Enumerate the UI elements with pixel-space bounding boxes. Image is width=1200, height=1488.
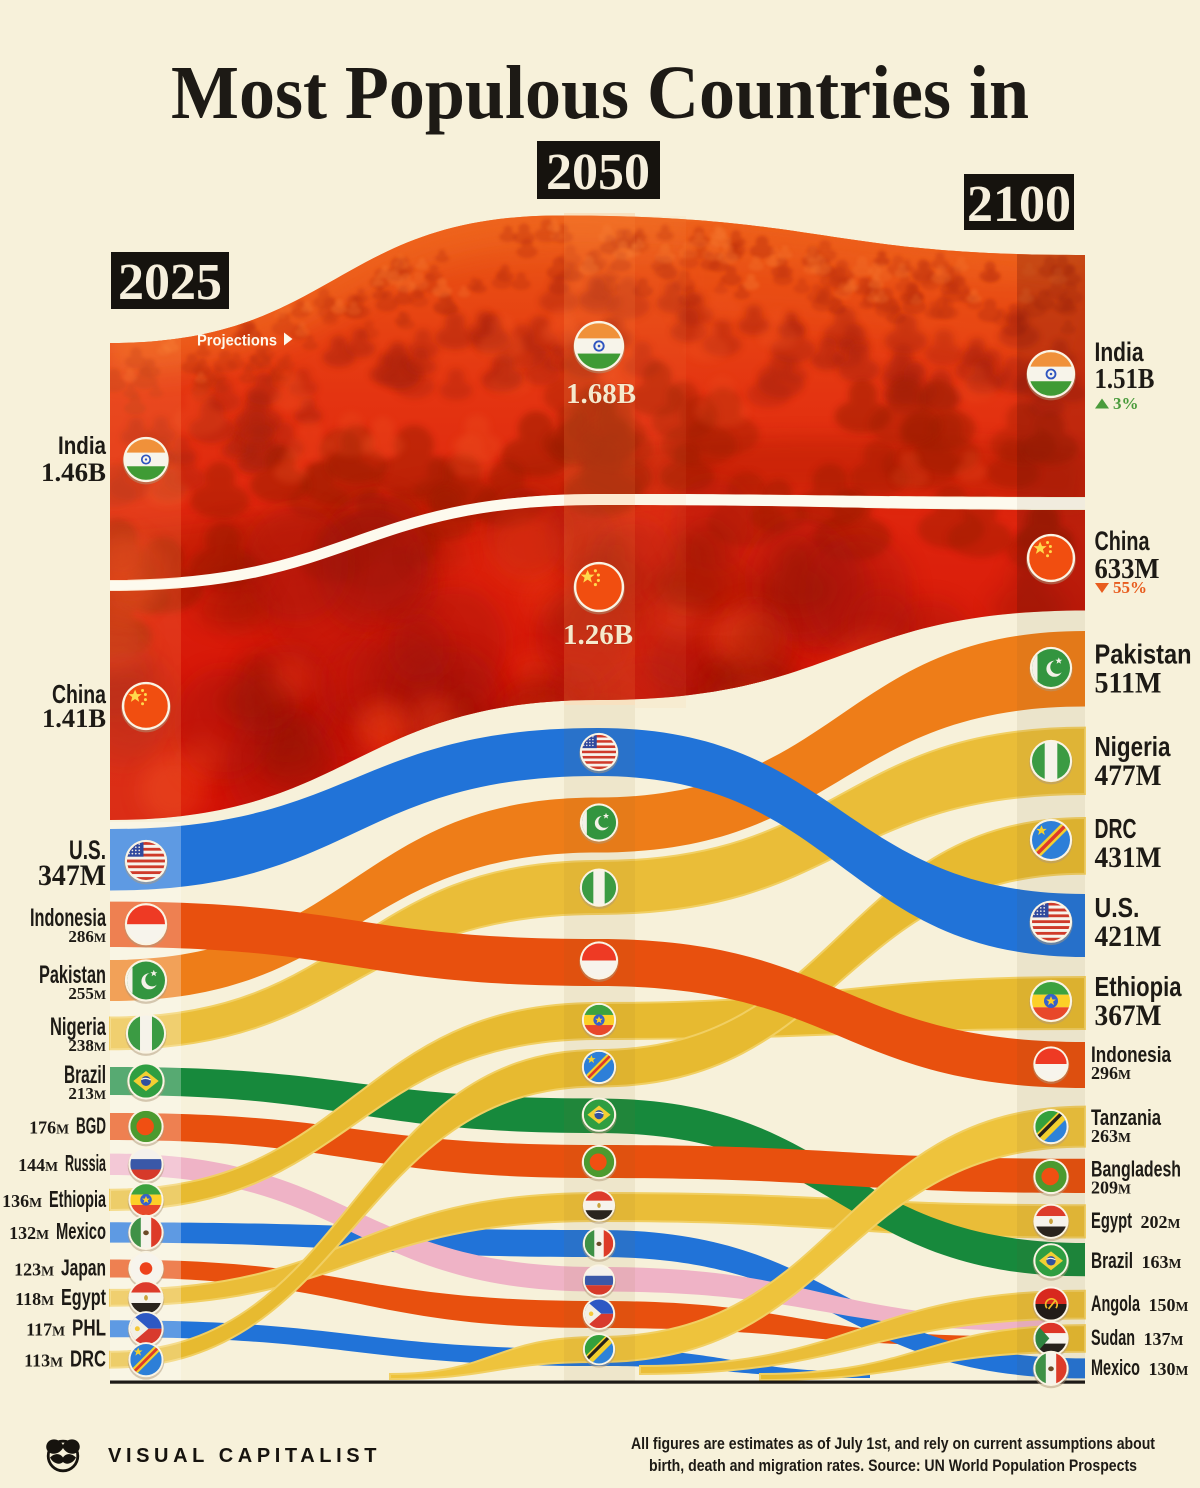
- svg-text:209M: 209M: [1091, 1178, 1131, 1198]
- svg-text:263M: 263M: [1091, 1126, 1131, 1146]
- svg-text:Projections: Projections: [197, 333, 277, 350]
- svg-text:202M: 202M: [1141, 1212, 1181, 1232]
- svg-text:Indonesia: Indonesia: [30, 904, 107, 932]
- svg-text:132M: 132M: [9, 1223, 49, 1243]
- svg-text:2025: 2025: [118, 254, 222, 311]
- svg-text:Angola: Angola: [1091, 1291, 1140, 1316]
- svg-text:137M: 137M: [1144, 1329, 1184, 1349]
- svg-text:U.S.: U.S.: [1095, 892, 1140, 923]
- svg-text:2100: 2100: [967, 176, 1071, 233]
- svg-text:Pakistan: Pakistan: [39, 961, 106, 989]
- svg-text:PHL: PHL: [72, 1315, 106, 1341]
- svg-text:296M: 296M: [1091, 1063, 1131, 1083]
- svg-text:2050: 2050: [546, 144, 650, 201]
- svg-text:255M: 255M: [68, 984, 106, 1003]
- svg-text:India: India: [1095, 337, 1145, 367]
- svg-text:Mexico: Mexico: [56, 1218, 106, 1244]
- svg-text:Most Populous Countries in: Most Populous Countries in: [171, 51, 1029, 135]
- svg-text:1.41B: 1.41B: [42, 704, 106, 733]
- svg-text:213M: 213M: [68, 1084, 106, 1103]
- svg-text:Pakistan: Pakistan: [1095, 639, 1192, 670]
- svg-text:Ethiopia: Ethiopia: [1095, 971, 1182, 1002]
- svg-text:1.46B: 1.46B: [41, 458, 106, 487]
- svg-text:421M: 421M: [1095, 920, 1162, 953]
- svg-text:All figures are estimates as o: All figures are estimates as of July 1st…: [631, 1434, 1155, 1453]
- svg-text:U.S.: U.S.: [69, 835, 106, 865]
- svg-text:117M: 117M: [26, 1320, 65, 1340]
- svg-text:347M: 347M: [38, 859, 106, 892]
- svg-text:Russia: Russia: [65, 1150, 106, 1176]
- svg-text:3%: 3%: [1113, 394, 1139, 413]
- svg-text:136M: 136M: [2, 1191, 42, 1211]
- svg-text:1.51B: 1.51B: [1095, 364, 1155, 395]
- svg-text:286M: 286M: [68, 927, 106, 946]
- svg-text:BGD: BGD: [76, 1113, 106, 1139]
- svg-text:Ethiopia: Ethiopia: [49, 1186, 106, 1212]
- svg-text:1.68B: 1.68B: [566, 378, 636, 410]
- svg-text:Bangladesh: Bangladesh: [1091, 1157, 1181, 1182]
- svg-text:431M: 431M: [1095, 841, 1162, 874]
- svg-text:Tanzania: Tanzania: [1091, 1105, 1162, 1130]
- svg-text:176M: 176M: [29, 1118, 69, 1138]
- svg-text:511M: 511M: [1095, 667, 1162, 700]
- svg-text:India: India: [58, 432, 107, 460]
- svg-text:144M: 144M: [18, 1155, 58, 1175]
- svg-text:Nigeria: Nigeria: [1095, 731, 1171, 762]
- svg-text:367M: 367M: [1095, 999, 1162, 1032]
- svg-text:Sudan: Sudan: [1091, 1325, 1135, 1350]
- svg-text:55%: 55%: [1113, 578, 1147, 597]
- svg-text:Japan: Japan: [61, 1255, 106, 1281]
- svg-text:China: China: [52, 679, 106, 709]
- svg-text:150M: 150M: [1149, 1295, 1189, 1315]
- svg-text:VISUAL CAPITALIST: VISUAL CAPITALIST: [108, 1445, 381, 1467]
- svg-text:130M: 130M: [1149, 1359, 1189, 1379]
- svg-text:DRC: DRC: [70, 1346, 106, 1372]
- svg-text:1.26B: 1.26B: [563, 619, 633, 651]
- svg-text:238M: 238M: [68, 1036, 106, 1055]
- svg-text:Mexico: Mexico: [1091, 1355, 1140, 1380]
- svg-text:113M: 113M: [24, 1351, 63, 1371]
- svg-text:Egypt: Egypt: [1091, 1208, 1132, 1233]
- svg-text:118M: 118M: [15, 1289, 54, 1309]
- svg-text:163M: 163M: [1142, 1252, 1182, 1272]
- svg-text:Brazil: Brazil: [1091, 1248, 1133, 1273]
- svg-text:Egypt: Egypt: [61, 1284, 106, 1310]
- svg-text:Nigeria: Nigeria: [50, 1013, 107, 1041]
- svg-text:China: China: [1095, 526, 1151, 556]
- svg-text:633M: 633M: [1095, 554, 1160, 585]
- svg-text:birth, death and migration rat: birth, death and migration rates. Source…: [649, 1456, 1137, 1475]
- svg-text:Brazil: Brazil: [64, 1061, 106, 1089]
- svg-text:DRC: DRC: [1095, 813, 1137, 844]
- svg-text:123M: 123M: [14, 1260, 54, 1280]
- svg-text:Indonesia: Indonesia: [1091, 1042, 1172, 1067]
- svg-text:477M: 477M: [1095, 759, 1162, 792]
